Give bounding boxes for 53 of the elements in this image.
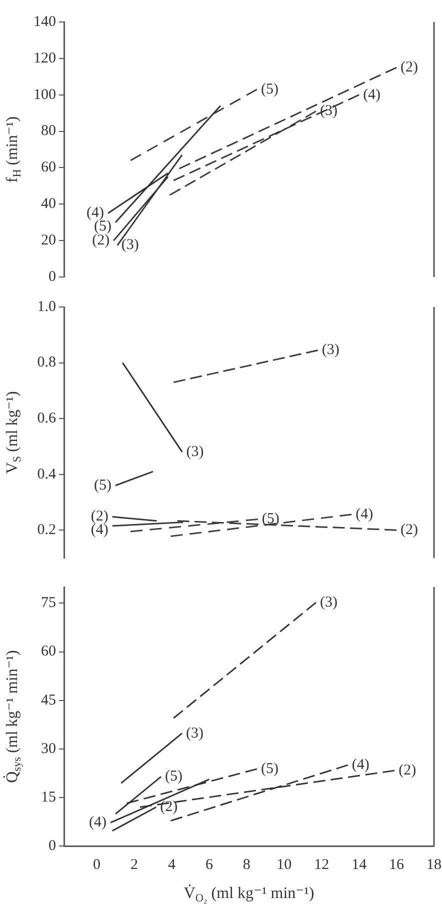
x-tick-label: 16 xyxy=(389,856,405,873)
annotation: (2) xyxy=(400,522,418,538)
annotation: (4) xyxy=(352,757,370,773)
annotation: (2) xyxy=(400,59,418,76)
y-tick-label: 40 xyxy=(41,196,56,212)
annotation: (5) xyxy=(165,768,183,785)
y-tick-label: 80 xyxy=(41,123,56,140)
y-tick-label: 0.4 xyxy=(37,466,56,482)
annotation: (3) xyxy=(121,237,139,254)
annotation: (2) xyxy=(398,762,416,779)
y-tick-label: 75 xyxy=(41,595,56,612)
y-tick-label: 100 xyxy=(34,86,56,103)
x-tick-label: 14 xyxy=(352,856,368,873)
y-axis-title: fH (min⁻¹) xyxy=(4,116,24,183)
y-tick-label: 60 xyxy=(41,160,56,176)
y-tick-label: 0 xyxy=(48,838,56,854)
y-axis-title: Q̇sys (ml kg⁻¹ min⁻¹) xyxy=(3,650,24,783)
x-tick-label: 6 xyxy=(205,856,214,873)
y-axis-title: VS (ml kg⁻¹) xyxy=(4,391,24,474)
annotation: (2) xyxy=(90,508,108,525)
annotation: (3) xyxy=(322,342,340,358)
x-tick-label: 8 xyxy=(242,856,250,873)
annotation: (5) xyxy=(94,477,112,494)
annotation: (4) xyxy=(88,814,106,831)
annotation: (3) xyxy=(320,103,338,120)
y-tick-label: 1.0 xyxy=(37,298,56,315)
annotation: (2) xyxy=(160,799,178,816)
y-tick-label: 0.2 xyxy=(37,522,56,538)
y-tick-label: 120 xyxy=(34,50,56,66)
annotation: (5) xyxy=(262,511,280,528)
annotation: (5) xyxy=(260,760,278,777)
y-tick-label: 15 xyxy=(41,789,56,806)
annotation: (4) xyxy=(356,506,374,522)
annotation: (3) xyxy=(186,444,204,460)
y-tick-label: 20 xyxy=(41,232,56,249)
y-tick-label: 45 xyxy=(41,692,56,708)
y-tick-label: 0 xyxy=(48,268,56,285)
x-tick-label: 4 xyxy=(168,856,176,873)
annotation: (4) xyxy=(363,86,381,103)
x-tick-label: 10 xyxy=(276,856,292,873)
y-tick-label: 0.6 xyxy=(37,410,56,426)
annotation: (3) xyxy=(320,594,338,610)
annotation: (2) xyxy=(92,232,110,249)
x-tick-label: 12 xyxy=(314,856,330,873)
y-tick-label: 140 xyxy=(34,14,56,30)
y-tick-label: 60 xyxy=(41,644,56,660)
y-tick-label: 0.8 xyxy=(37,354,56,371)
x-tick-label: 18 xyxy=(426,856,442,873)
x-tick-label: 0 xyxy=(93,856,101,873)
x-tick-label: 2 xyxy=(130,856,138,873)
annotation: (3) xyxy=(186,725,204,742)
y-tick-label: 30 xyxy=(41,740,56,757)
annotation: (5) xyxy=(260,81,278,98)
